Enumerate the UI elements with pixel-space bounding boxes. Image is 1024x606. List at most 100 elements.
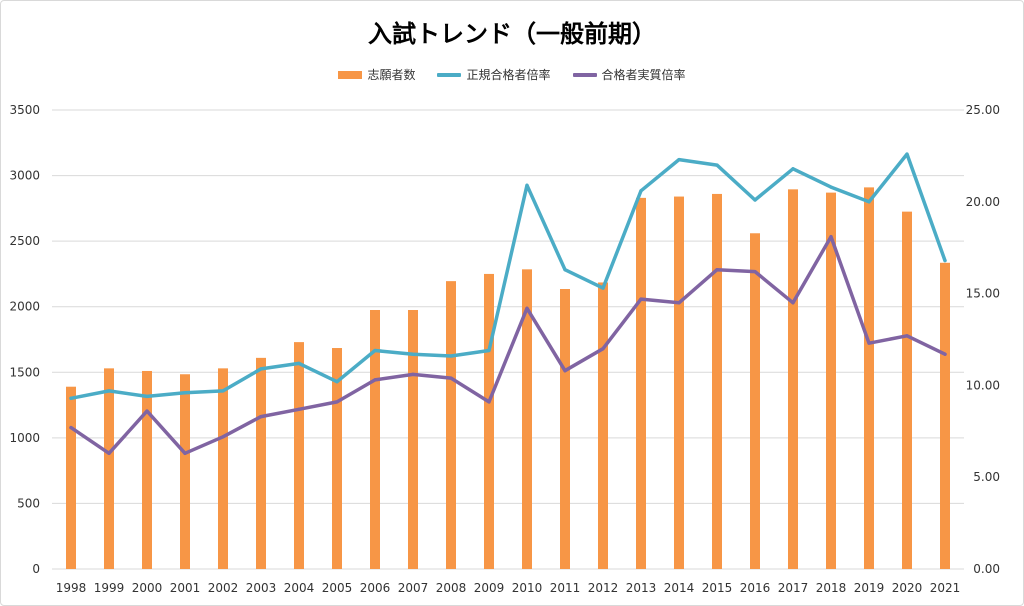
legend-item-actual-ratio: 合格者実質倍率 [572, 66, 686, 83]
legend-swatch-regular-ratio [437, 72, 462, 77]
y-left-tick-label: 1500 [9, 365, 40, 379]
line-actual-ratio [69, 234, 947, 456]
x-tick-label: 2002 [208, 581, 239, 595]
line-regular-ratio-point [145, 394, 149, 399]
x-tick-label: 2006 [360, 581, 391, 595]
y-right-tick-label: 0.00 [973, 562, 1000, 576]
bar-applicants [826, 192, 836, 569]
bar-applicants [408, 309, 418, 569]
x-tick-label: 2009 [474, 581, 505, 595]
line-regular-ratio-point [563, 268, 567, 272]
x-tick-label: 2017 [778, 581, 809, 595]
line-actual-ratio-point [107, 451, 111, 455]
line-actual-ratio-point [221, 435, 225, 439]
line-regular-ratio-point [411, 352, 415, 356]
line-actual-ratio-point [905, 334, 909, 338]
y-left-tick-label: 0 [32, 562, 40, 576]
legend-swatch-applicants [338, 70, 363, 79]
line-actual-ratio-point [867, 341, 871, 345]
bar-applicants [256, 357, 266, 569]
bar-applicants [446, 281, 456, 569]
line-actual-ratio-point [487, 400, 491, 404]
line-regular-ratio-point [791, 167, 795, 171]
line-regular-ratio-point [69, 396, 73, 400]
bar-applicants [788, 189, 798, 569]
x-tick-label: 2010 [512, 581, 543, 595]
line-regular-ratio-point [183, 391, 187, 395]
y-right-tick-label: 15.00 [966, 287, 1000, 301]
legend-label-applicants: 志願者数 [367, 68, 416, 82]
line-actual-ratio-point [411, 372, 415, 376]
line-regular-ratio-point [639, 189, 643, 193]
line-actual-ratio-point [259, 415, 263, 419]
bar-applicants [370, 309, 380, 569]
line-regular-ratio-point [297, 361, 301, 365]
x-tick-label: 2005 [322, 581, 353, 595]
x-tick-label: 2021 [930, 581, 961, 595]
line-actual-ratio-point [145, 409, 149, 413]
line-regular-ratio-point [335, 380, 339, 384]
bar-applicants [598, 282, 608, 569]
bar-applicants [66, 386, 76, 569]
line-actual-ratio-point [753, 269, 757, 274]
line-actual-ratio-point [183, 451, 187, 455]
bar-applicants [522, 269, 532, 569]
legend-item-applicants: 志願者数 [338, 66, 415, 83]
bar-applicants [294, 342, 304, 569]
y-right-tick-label: 10.00 [966, 378, 1000, 392]
x-tick-label: 2019 [854, 581, 885, 595]
x-tick-label: 2000 [132, 581, 163, 595]
line-regular-ratio-point [715, 163, 719, 167]
y-left-tick-label: 2000 [9, 300, 40, 314]
line-actual-ratio-point [69, 426, 73, 430]
x-tick-label: 2001 [170, 581, 201, 595]
x-tick-label: 2003 [246, 581, 277, 595]
x-tick-label: 2012 [588, 581, 619, 595]
bar-applicants [864, 187, 874, 570]
line-regular-ratio [69, 152, 947, 401]
bar-applicants [902, 211, 912, 569]
line-actual-ratio-point [791, 301, 795, 305]
legend-swatch-actual-ratio [572, 72, 597, 77]
x-tick-label: 2020 [892, 581, 923, 595]
line-regular-ratio-point [487, 348, 491, 353]
bar-applicants [750, 233, 760, 569]
legend-label-regular-ratio: 正規合格者倍率 [466, 68, 551, 82]
line-actual-ratio-point [297, 407, 301, 411]
line-regular-ratio-point [943, 258, 947, 263]
line-actual-ratio-point [639, 297, 643, 301]
line-actual-ratio-point [449, 376, 453, 380]
line-actual-ratio-point [335, 400, 339, 404]
line-actual-ratio-point [563, 369, 567, 373]
y-left-tick-label: 3000 [9, 169, 40, 183]
bar-applicants [674, 196, 684, 569]
y-right-tick-label: 5.00 [973, 470, 1000, 484]
legend-item-regular-ratio: 正規合格者倍率 [437, 66, 551, 83]
y-right-tick-label: 25.00 [966, 103, 1000, 117]
y-left-tick-label: 500 [17, 496, 40, 510]
x-tick-label: 1998 [56, 581, 87, 595]
bar-applicants [484, 273, 494, 569]
bar-applicants [142, 370, 152, 569]
line-regular-ratio-point [449, 354, 453, 358]
x-tick-label: 2015 [702, 581, 733, 595]
bar-applicants [180, 374, 190, 569]
bar-applicants [332, 348, 342, 569]
x-tick-label: 2007 [398, 581, 429, 595]
legend: 志願者数 正規合格者倍率 合格者実質倍率 [0, 66, 1024, 83]
y-right-tick-label: 20.00 [966, 195, 1000, 209]
line-actual-ratio-point [601, 347, 605, 351]
legend-label-actual-ratio: 合格者実質倍率 [601, 68, 686, 82]
chart-title: 入試トレンド（一般前期） [368, 20, 656, 48]
y-left-tick-label: 3500 [9, 103, 40, 117]
x-tick-label: 2014 [664, 581, 695, 595]
line-actual-ratio-point [829, 235, 833, 239]
x-tick-label: 2004 [284, 581, 315, 595]
line-regular-ratio-point [867, 200, 871, 204]
x-tick-label: 2018 [816, 581, 847, 595]
line-regular-ratio-point [905, 152, 909, 156]
x-tick-label: 2008 [436, 581, 467, 595]
x-tick-label: 2011 [550, 581, 581, 595]
bar-applicants [218, 368, 228, 569]
